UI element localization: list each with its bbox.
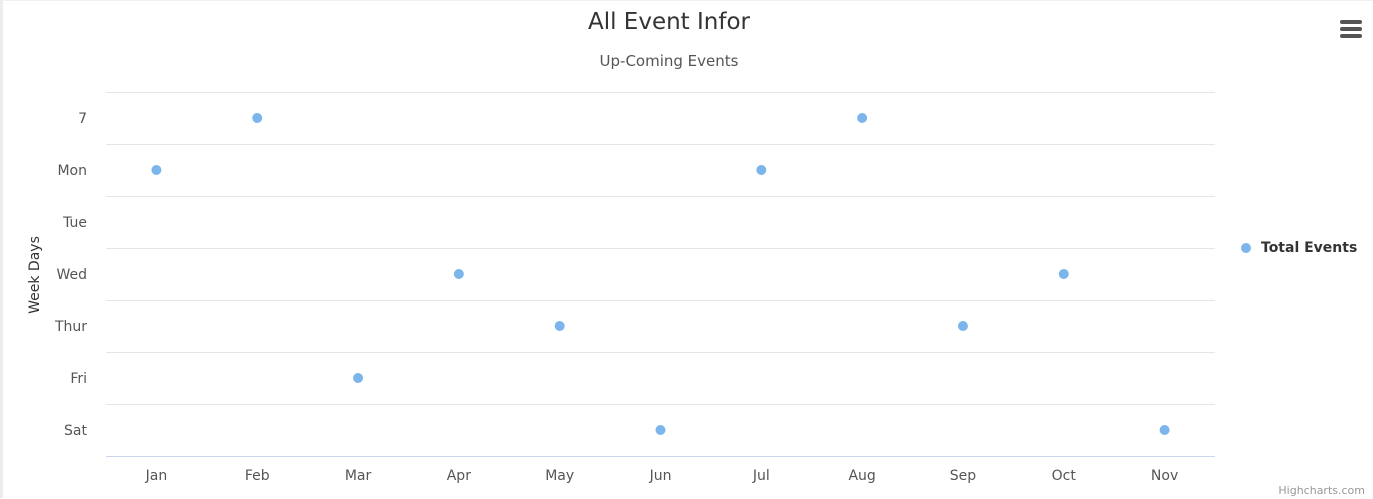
data-point[interactable] xyxy=(857,113,868,123)
data-point[interactable] xyxy=(655,425,666,435)
data-point[interactable] xyxy=(453,269,464,279)
x-tick-label: Jul xyxy=(752,468,770,484)
y-tick-label: Wed xyxy=(56,267,87,283)
data-point[interactable] xyxy=(252,113,263,123)
data-point[interactable] xyxy=(756,165,767,175)
legend-marker-icon xyxy=(1241,243,1251,253)
y-tick-label: Tue xyxy=(62,215,87,231)
x-tick-label: Sep xyxy=(950,468,977,484)
x-tick-label: Nov xyxy=(1151,468,1178,484)
y-tick-label: Sat xyxy=(64,423,87,439)
context-menu-icon[interactable] xyxy=(1335,13,1367,43)
data-point[interactable] xyxy=(151,165,162,175)
y-tick-label: 7 xyxy=(78,111,87,127)
x-tick-label: Oct xyxy=(1052,468,1077,484)
y-tick-label: Thur xyxy=(54,319,87,335)
data-point[interactable] xyxy=(957,321,968,331)
data-point[interactable] xyxy=(353,373,364,383)
x-tick-label: Aug xyxy=(848,468,875,484)
chart-title: All Event Infor xyxy=(587,9,750,35)
y-axis-title: Week Days xyxy=(27,236,43,314)
data-point[interactable] xyxy=(554,321,565,331)
x-tick-label: Jun xyxy=(649,468,672,484)
credits-link[interactable]: Highcharts.com xyxy=(1278,484,1365,497)
legend-item-total-events[interactable]: Total Events xyxy=(1241,237,1357,259)
x-tick-label: Apr xyxy=(447,468,471,484)
y-tick-label: Mon xyxy=(57,163,87,179)
x-tick-label: Jan xyxy=(145,468,168,484)
data-point[interactable] xyxy=(1159,425,1170,435)
y-tick-label: Fri xyxy=(70,371,87,387)
chart-subtitle: Up-Coming Events xyxy=(599,52,739,70)
x-tick-label: May xyxy=(545,468,574,484)
x-tick-label: Mar xyxy=(345,468,372,484)
data-point[interactable] xyxy=(1058,269,1069,279)
scatter-plot: Jan Feb Mar Apr May Jun Jul Aug Sep Oct Nov 7 Mon Tue… xyxy=(27,92,1215,484)
legend-label: Total Events xyxy=(1261,240,1358,256)
x-tick-label: Feb xyxy=(245,468,270,484)
